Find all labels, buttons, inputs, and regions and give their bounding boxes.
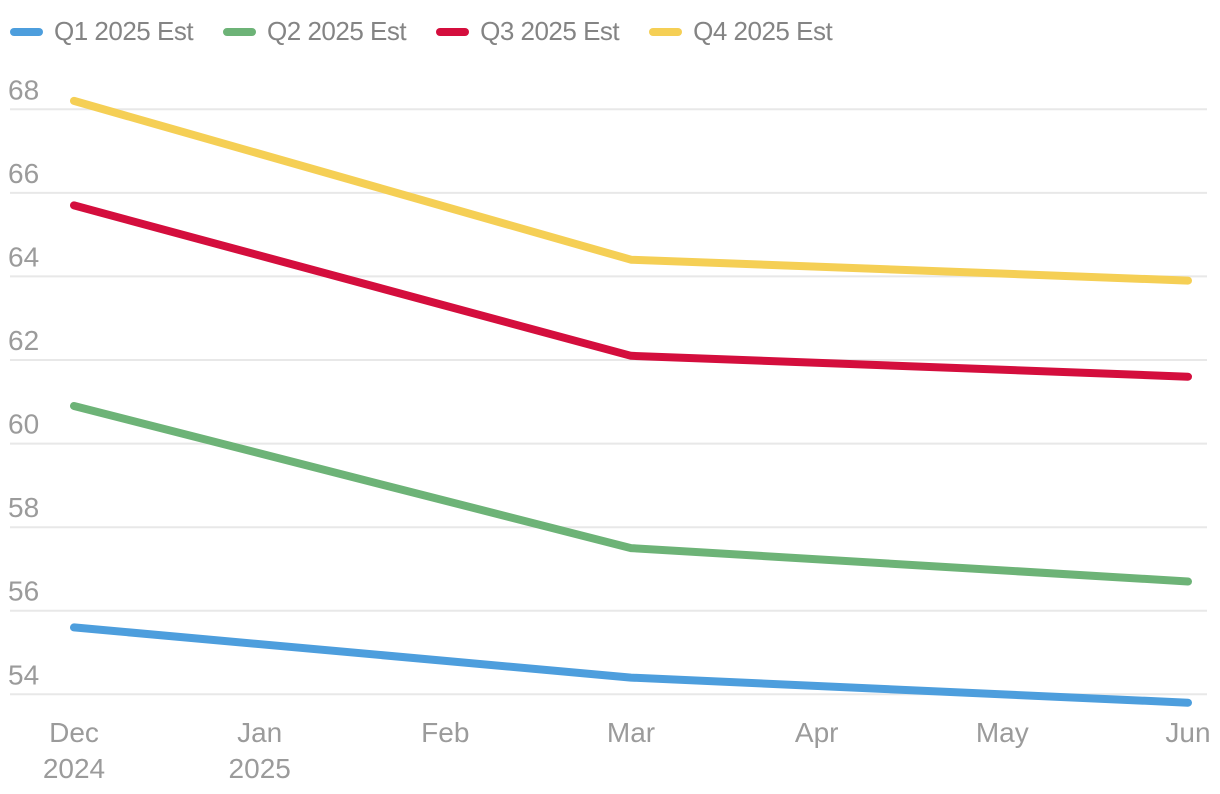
y-axis-tick-label: 64 bbox=[8, 241, 39, 272]
y-axis-tick-label: 68 bbox=[8, 74, 39, 105]
y-axis-tick-label: 62 bbox=[8, 325, 39, 356]
x-axis-tick-label: Mar bbox=[607, 717, 655, 748]
x-axis-tick-label: May bbox=[976, 717, 1029, 748]
legend-label: Q2 2025 Est bbox=[267, 16, 407, 46]
legend-item-q1-2025-est[interactable]: Q1 2025 Est bbox=[10, 16, 194, 47]
x-axis-tick-label: 2024 bbox=[43, 753, 105, 784]
legend-label: Q3 2025 Est bbox=[480, 16, 620, 46]
x-axis-tick-label: Jun bbox=[1165, 717, 1210, 748]
legend-item-q3-2025-est[interactable]: Q3 2025 Est bbox=[436, 16, 620, 47]
x-axis-tick-label: Feb bbox=[421, 717, 469, 748]
series-line-q1-2025-est[interactable] bbox=[70, 623, 1192, 707]
legend-label: Q1 2025 Est bbox=[54, 16, 194, 46]
x-axis-tick-label: Apr bbox=[795, 717, 839, 748]
x-axis-tick-label: 2025 bbox=[229, 753, 291, 784]
chart-legend: Q1 2025 Est Q2 2025 Est Q3 2025 Est Q4 2… bbox=[10, 16, 833, 47]
legend-item-q4-2025-est[interactable]: Q4 2025 Est bbox=[649, 16, 833, 47]
y-axis-tick-label: 66 bbox=[8, 158, 39, 189]
legend-item-q2-2025-est[interactable]: Q2 2025 Est bbox=[223, 16, 407, 47]
y-axis-tick-label: 54 bbox=[8, 659, 39, 690]
legend-swatch-icon bbox=[436, 27, 470, 36]
y-axis-tick-label: 58 bbox=[8, 492, 39, 523]
series-line-q3-2025-est[interactable] bbox=[70, 201, 1192, 381]
legend-swatch-icon bbox=[10, 27, 43, 36]
series-line-q2-2025-est[interactable] bbox=[70, 402, 1192, 586]
legend-swatch-icon bbox=[649, 27, 683, 36]
y-axis-tick-label: 56 bbox=[8, 576, 39, 607]
y-axis-tick-label: 60 bbox=[8, 409, 39, 440]
legend-label: Q4 2025 Est bbox=[693, 16, 833, 46]
series-line-q4-2025-est[interactable] bbox=[70, 96, 1192, 285]
x-axis-tick-label: Dec bbox=[49, 717, 99, 748]
legend-swatch-icon bbox=[223, 27, 257, 36]
x-axis-tick-label: Jan bbox=[237, 717, 282, 748]
